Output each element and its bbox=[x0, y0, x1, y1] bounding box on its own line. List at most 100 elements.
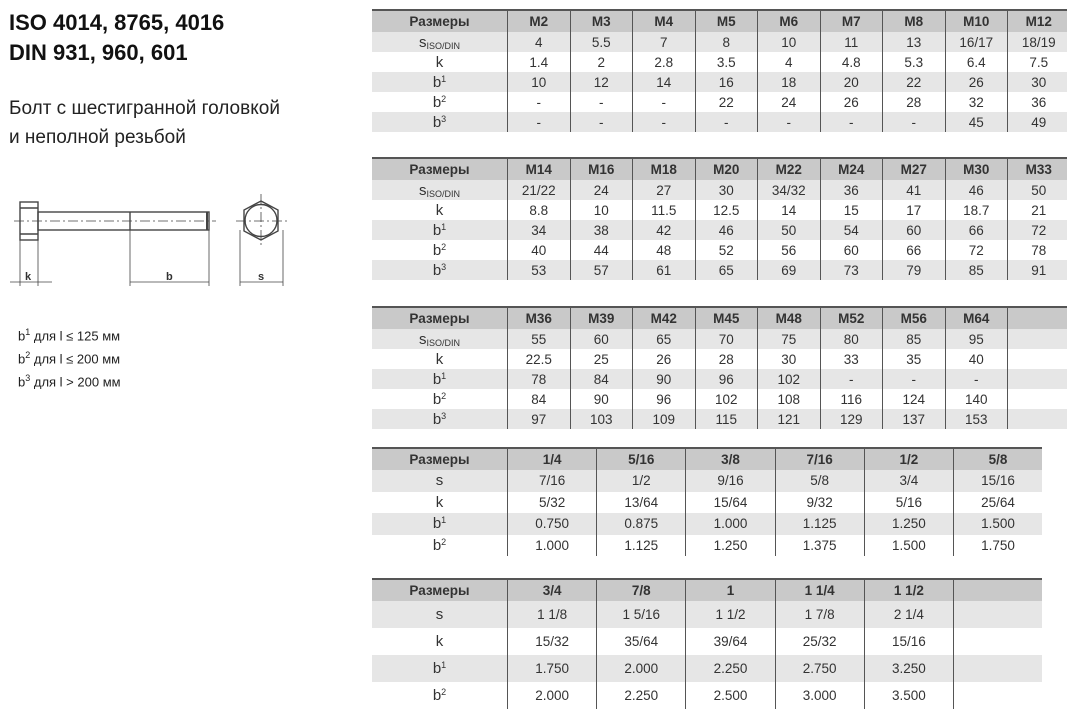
size-table: Размеры M14 M16 M18 M20 M22 M24 M27 M30 M33 sISO/D… bbox=[372, 157, 1067, 280]
table-cell: 4.8 bbox=[819, 52, 883, 72]
table-row: sISO/DIN 4 5.5 7 8 10 11 13 16/17 18/19 bbox=[372, 32, 1067, 52]
table-cell: 25 bbox=[569, 349, 633, 369]
table-cell: 1 5/16 bbox=[596, 601, 686, 628]
title-iso: ISO 4014, 8765, 4016 bbox=[9, 10, 225, 35]
table-cell: 0.875 bbox=[596, 513, 686, 535]
table-row: k 15/32 35/64 39/64 25/32 15/16 bbox=[372, 628, 1043, 655]
row-label-symbol: b bbox=[432, 370, 442, 388]
table-cell: 97 bbox=[507, 409, 570, 429]
table-cell: 4 bbox=[507, 32, 570, 52]
note-text: для l ≤ 200 мм bbox=[30, 351, 121, 367]
table-cell: 90 bbox=[632, 369, 695, 389]
table-cell: - bbox=[882, 112, 945, 132]
row-label-superscript: 3 bbox=[441, 410, 447, 421]
row-label: sISO/DIN bbox=[372, 329, 508, 349]
row-label-superscript: 3 bbox=[441, 261, 447, 272]
table-cell: 96 bbox=[632, 389, 695, 409]
product-name: Болт с шестигранной головкой и неполной … bbox=[9, 94, 280, 152]
table-cell: 1.750 bbox=[952, 534, 1043, 556]
table-cell: 72 bbox=[1007, 220, 1067, 240]
size-column-header: 1 1/4 bbox=[774, 578, 865, 601]
table-cell: 1.250 bbox=[863, 513, 954, 535]
table-cell: 20 bbox=[819, 72, 883, 92]
table-cell: 14 bbox=[632, 72, 695, 92]
size-column-header: M18 bbox=[632, 157, 695, 180]
row-label-symbol: b bbox=[432, 410, 442, 428]
size-column-header: M39 bbox=[569, 306, 633, 329]
table-row: b1 78 84 90 96 102- - - bbox=[372, 369, 1067, 389]
size-column-header: 1/2 bbox=[863, 447, 954, 470]
row-label-symbol: b bbox=[432, 660, 442, 677]
table-cell: - bbox=[507, 112, 570, 132]
table-cell: 0.750 bbox=[506, 513, 597, 535]
table-cell: 60 bbox=[569, 329, 633, 349]
table-cell: 34/32 bbox=[757, 180, 820, 200]
table-cell: 35/64 bbox=[596, 628, 686, 655]
size-column-header: M45 bbox=[694, 306, 758, 329]
dim-k-label: k bbox=[25, 271, 32, 283]
table-cell bbox=[1007, 349, 1067, 369]
table-cell bbox=[1007, 329, 1067, 349]
title-din: DIN 931, 960, 601 bbox=[9, 40, 188, 65]
size-column-header: 5/8 bbox=[952, 447, 1043, 470]
note-text: для l > 200 мм bbox=[30, 373, 121, 389]
table-cell: 85 bbox=[944, 260, 1008, 280]
size-column-header: M52 bbox=[819, 306, 883, 329]
row-label-symbol: b bbox=[432, 221, 442, 239]
table-header-row: Размеры 3/4 7/8 1 1 1/4 1 1/2 bbox=[372, 578, 1043, 601]
table-cell: 13/64 bbox=[596, 491, 686, 513]
table-cell: 50 bbox=[1007, 180, 1067, 200]
table-cell: 91 bbox=[1007, 260, 1067, 280]
table-cell: 27 bbox=[632, 180, 695, 200]
table-cell: 61 bbox=[632, 260, 695, 280]
table-cell: 11.5 bbox=[632, 200, 695, 220]
row-label-superscript: 1 bbox=[441, 221, 447, 232]
table-cell: 116 bbox=[819, 389, 883, 409]
table-cell: 15/32 bbox=[506, 628, 597, 655]
table-row: b2 84 90 96 102 108 116 124 140 bbox=[372, 389, 1067, 409]
table-row: b2 2.000 2.250 2.500 3.000 3.500 bbox=[372, 682, 1043, 709]
table-cell: 12 bbox=[569, 72, 633, 92]
row-label-symbol: s bbox=[435, 472, 444, 490]
table-cell: - bbox=[632, 92, 695, 112]
table-row: b3 97 103 109 115 121 129 137 153 bbox=[372, 409, 1067, 429]
row-label-superscript: 1 bbox=[441, 660, 447, 670]
table-cell: 53 bbox=[507, 260, 570, 280]
table-row: k 1.4 2 2.8 3.5 4 4.8 5.3 6.4 7.5 bbox=[372, 52, 1067, 72]
row-label-superscript: 1 bbox=[441, 370, 447, 381]
table-cell: 8.8 bbox=[507, 200, 570, 220]
table-cell: 15 bbox=[819, 200, 883, 220]
table-cell: 40 bbox=[507, 240, 570, 260]
table-cell: 1.125 bbox=[596, 534, 686, 556]
table-cell: 3/4 bbox=[863, 470, 954, 492]
table-header-row: Размеры 1/4 5/16 3/8 7/16 1/2 5/8 bbox=[372, 447, 1043, 470]
size-column-header: M48 bbox=[757, 306, 820, 329]
table-cell: 10 bbox=[757, 32, 820, 52]
note-symbol: b bbox=[18, 351, 26, 367]
table-cell: 21/22 bbox=[507, 180, 570, 200]
row-label-subscript: ISO/DIN bbox=[426, 337, 460, 348]
table-cell: 25/64 bbox=[952, 491, 1043, 513]
table-row: b1 10 12 14 16 18 20 22 26 30 bbox=[372, 72, 1067, 92]
table-cell: 9/32 bbox=[774, 491, 865, 513]
table-cell: 85 bbox=[882, 329, 945, 349]
row-label-subscript: ISO/DIN bbox=[426, 188, 460, 199]
table-cell: 2.250 bbox=[596, 682, 686, 709]
table-cell: 39/64 bbox=[685, 628, 776, 655]
row-label: s bbox=[372, 601, 508, 628]
table-cell: 2.000 bbox=[596, 655, 686, 682]
size-column-header: M42 bbox=[632, 306, 695, 329]
table-cell: 6.4 bbox=[944, 52, 1008, 72]
table-cell: 45 bbox=[944, 112, 1008, 132]
row-label: b3 bbox=[372, 260, 508, 280]
table-cell: 7 bbox=[632, 32, 695, 52]
row-label-symbol: k bbox=[435, 350, 444, 368]
row-label-symbol: b bbox=[432, 241, 442, 259]
table-cell: - bbox=[882, 369, 945, 389]
table-cell: 1.750 bbox=[506, 655, 597, 682]
table-cell: 1 7/8 bbox=[774, 601, 865, 628]
table-cell: 2.8 bbox=[632, 52, 695, 72]
table-cell: 57 bbox=[569, 260, 633, 280]
row-label: sISO/DIN bbox=[372, 32, 508, 52]
table-row: k 8.8 10 11.5 12.5 14 15 17 18.7 21 bbox=[372, 200, 1067, 220]
